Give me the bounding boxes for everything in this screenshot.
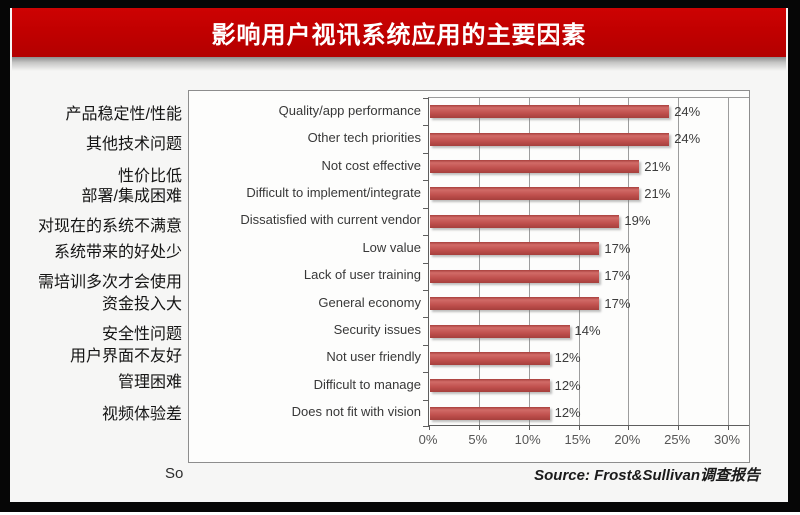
truncated-source-text: So [165,465,184,482]
x-axis-tick-label: 30% [713,432,741,447]
y-axis-tick [423,399,429,401]
category-label-cn: 对现在的系统不满意 [37,218,182,235]
x-axis-tick [578,425,580,430]
category-label-en: Low value [362,239,421,255]
category-label-cn: 用户界面不友好 [69,348,182,365]
y-axis-tick [423,235,429,237]
source-caption: Source: Frost&Sullivan调查报告 [534,467,760,484]
title-banner: 影响用户视讯系统应用的主要因素 [12,8,786,57]
category-label-en: Lack of user training [303,267,421,283]
cn-label-column: 产品稳定性/性能其他技术问题性价比低部署/集成困难对现在的系统不满意系统带来的好… [12,8,182,502]
bar [430,351,550,365]
category-label-cn: 安全性问题 [101,326,182,343]
category-label-en: Not user friendly [326,349,421,365]
x-axis-tick-label: 25% [664,432,691,447]
bar-value-label: 21% [644,185,671,201]
category-label-en: Does not fit with vision [291,404,421,420]
gridline [628,98,630,425]
x-axis-tick-label: 20% [614,432,641,447]
bar [430,297,600,311]
category-label-en: Security issues [333,322,421,338]
gridline [478,98,480,425]
bar-value-label: 21% [644,158,671,174]
x-axis-tick [429,425,430,430]
x-axis-tick [678,425,680,430]
gridline [578,98,580,425]
x-axis-tick [628,425,630,430]
plot-area: 24% 24% 21% 21% 19% 17% 17% 17% 14% 12% 12% 12% [423,97,749,430]
bar [430,160,640,174]
y-axis-tick [423,207,429,209]
bar-value-label: 14% [574,323,601,339]
y-axis-tick [423,262,429,264]
bar [430,324,570,338]
bar [430,406,550,420]
x-axis-tick [478,425,480,430]
category-label-en: Difficult to manage [313,376,421,392]
x-axis-tick-label: 0% [418,432,438,447]
bar [430,187,640,201]
bar-value-label: 12% [554,350,581,366]
y-axis-tick [423,125,429,127]
gridline [678,98,680,425]
category-label-cn: 资金投入大 [101,296,182,313]
category-label-cn: 系统带来的好处少 [53,244,182,261]
bar-value-label: 12% [554,405,581,421]
bar-value-label: 24% [674,103,701,119]
bar-value-label: 17% [604,295,631,311]
y-axis-tick [423,317,429,319]
y-axis-tick [423,344,429,346]
bar [430,105,670,119]
banner-shadow [12,57,786,71]
y-axis-tick [423,372,429,374]
bar-value-label: 24% [674,131,701,147]
x-axis-tick [728,425,729,430]
gridline [528,98,530,425]
y-axis-tick [423,152,429,154]
y-axis-tick [423,98,429,99]
y-axis-tick [423,289,429,291]
x-axis-tick-label: 10% [514,432,541,447]
x-axis-tick [528,425,530,430]
y-axis-tick [423,180,429,182]
gridline [728,98,729,425]
category-label-cn: 性价比低 [117,168,182,185]
bar [430,214,620,228]
x-axis-tick-label: 15% [564,432,591,447]
bar-value-label: 17% [604,240,631,256]
bar-value-label: 17% [604,268,631,284]
y-axis-tick [423,426,429,427]
bar [430,269,600,283]
page-title: 影响用户视讯系统应用的主要因素 [211,22,587,49]
bar-value-label: 19% [624,213,651,229]
category-label-en: Dissatisfied with current vendor [240,212,421,228]
category-label-cn: 其他技术问题 [85,136,182,153]
bar [430,242,600,256]
category-label-cn: 产品稳定性/性能 [65,106,182,123]
category-label-en: Other tech priorities [307,130,421,146]
category-label-en: Not cost effective [321,157,421,173]
category-label-cn: 部署/集成困难 [81,188,182,205]
bar-value-label: 12% [554,377,581,393]
chart-box: 24% 24% 21% 21% 19% 17% 17% 17% 14% 12% 12% 12% Qua… [188,90,750,463]
slide-content: 影响用户视讯系统应用的主要因素 产品稳定性/性能其他技术问题性价比低部署/集成困… [10,8,788,502]
category-label-en: General economy [318,294,421,310]
x-axis-tick-label: 5% [468,432,488,447]
category-label-cn: 视频体验差 [101,406,182,423]
bar [430,379,550,393]
bar [430,132,670,146]
category-label-en: Difficult to implement/integrate [246,184,421,200]
category-label-en: Quality/app performance [278,102,421,118]
category-label-cn: 需培训多次才会使用 [37,274,182,291]
category-label-cn: 管理困难 [117,374,182,391]
